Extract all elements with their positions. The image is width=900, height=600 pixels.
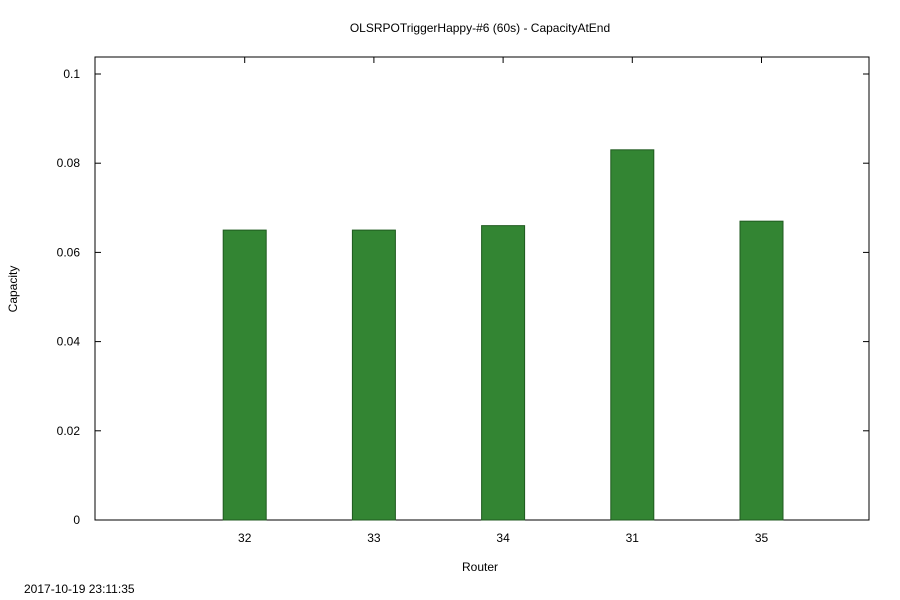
y-tick-label: 0.02	[57, 424, 81, 438]
bar-32	[222, 229, 267, 521]
bar-31	[610, 149, 655, 521]
x-tick-label: 32	[238, 531, 252, 545]
chart-title: OLSRPOTriggerHappy-#6 (60s) - CapacityAt…	[350, 21, 610, 35]
timestamp: 2017-10-19 23:11:35	[24, 582, 135, 596]
x-tick-label: 34	[496, 531, 510, 545]
bar-35	[739, 220, 784, 521]
x-tick-label: 35	[755, 531, 769, 545]
x-tick-label: 31	[626, 531, 640, 545]
x-tick-label: 33	[367, 531, 381, 545]
y-axis: 0 0.02 0.04 0.06 0.08 0.1	[57, 67, 869, 527]
y-axis-label: Capacity	[6, 266, 20, 313]
x-axis-label: Router	[462, 560, 498, 574]
y-tick-label: 0	[73, 513, 80, 527]
y-tick-label: 0.04	[57, 335, 81, 349]
bar-33	[351, 229, 396, 521]
bar-34	[481, 225, 526, 521]
y-tick-label: 0.08	[57, 156, 81, 170]
y-tick-label: 0.1	[63, 67, 80, 81]
y-tick-label: 0.06	[57, 245, 81, 259]
bar-series	[222, 149, 784, 521]
